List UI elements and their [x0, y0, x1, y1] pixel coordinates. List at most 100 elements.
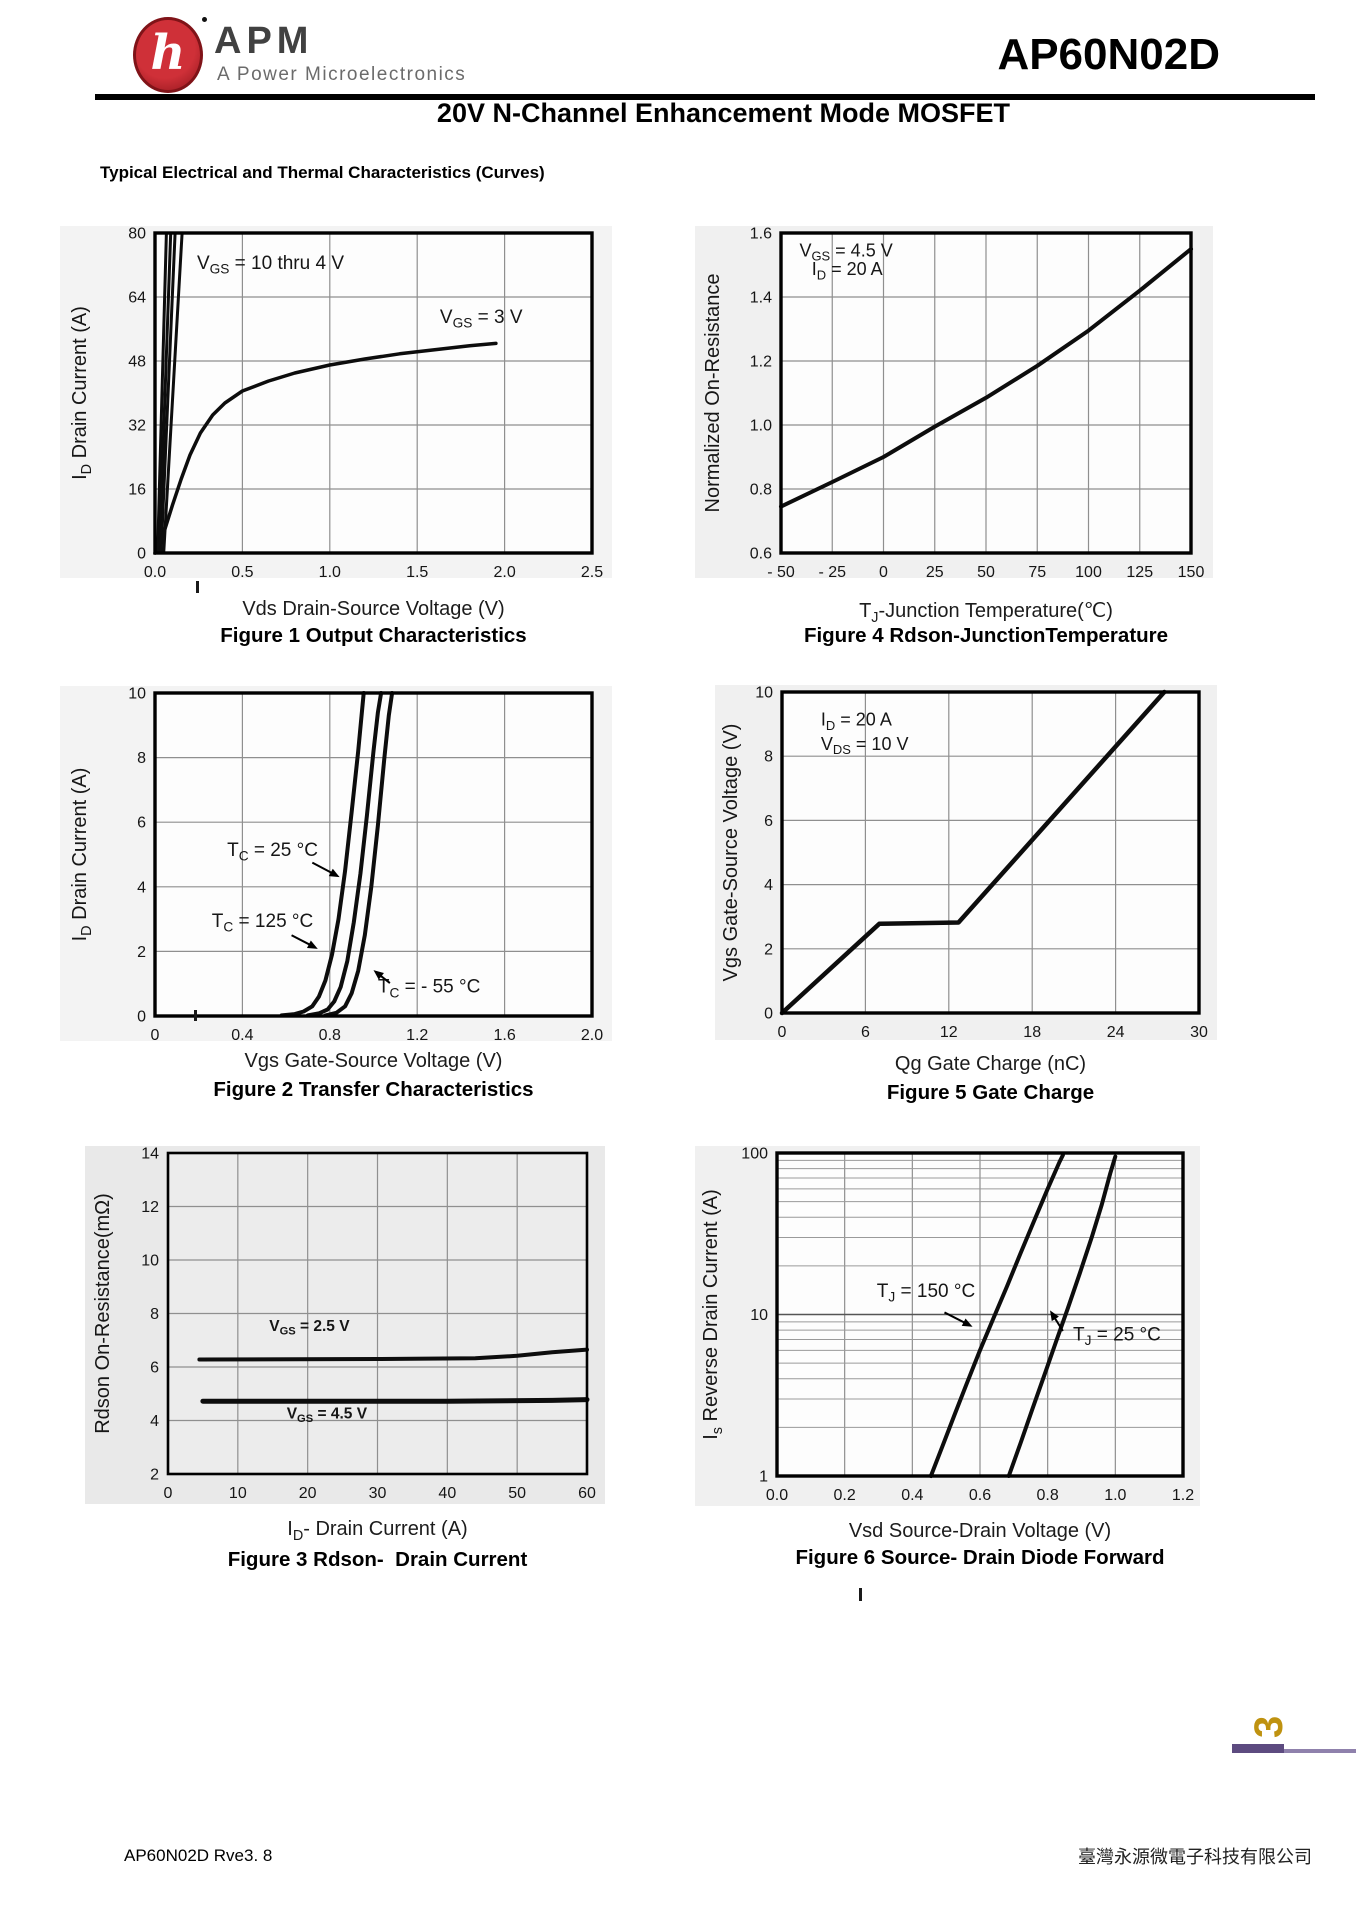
- svg-text:1.0: 1.0: [750, 418, 772, 435]
- svg-text:TJ = 25 °C: TJ = 25 °C: [1073, 1325, 1161, 1349]
- apm-logo-icon: h: [133, 17, 203, 93]
- svg-text:2.0: 2.0: [581, 1027, 603, 1041]
- figure-1-xlabel: Vds Drain-Source Voltage (V): [242, 598, 505, 620]
- svg-text:8: 8: [764, 749, 773, 766]
- svg-text:6: 6: [764, 813, 773, 830]
- svg-text:0.4: 0.4: [901, 1487, 923, 1504]
- svg-text:14: 14: [141, 1146, 159, 1163]
- svg-text:2.0: 2.0: [493, 564, 515, 578]
- svg-text:TC = 25 °C: TC = 25 °C: [227, 840, 318, 864]
- svg-text:VGS = 10 thru 4 V: VGS = 10 thru 4 V: [197, 253, 344, 277]
- svg-text:VGS = 2.5 V: VGS = 2.5 V: [269, 1318, 350, 1338]
- svg-text:100: 100: [741, 1146, 768, 1163]
- svg-text:0: 0: [764, 1006, 773, 1023]
- device-subtitle: 20V N-Channel Enhancement Mode MOSFET: [436, 98, 1010, 128]
- svg-text:0.8: 0.8: [1037, 1487, 1059, 1504]
- svg-text:TJ = 150 °C: TJ = 150 °C: [877, 1281, 975, 1305]
- svg-text:10: 10: [128, 686, 146, 703]
- svg-text:2.5: 2.5: [581, 564, 603, 578]
- svg-text:100: 100: [1075, 564, 1102, 578]
- svg-text:64: 64: [128, 290, 146, 307]
- svg-text:TC = 125 °C: TC = 125 °C: [212, 911, 313, 935]
- svg-text:0.5: 0.5: [231, 564, 253, 578]
- figure-4-xlabel: TJ-Junction Temperature(℃): [859, 600, 1113, 626]
- svg-text:30: 30: [369, 1485, 387, 1502]
- brand-name: APM: [214, 20, 314, 62]
- svg-text:0.4: 0.4: [231, 1027, 253, 1041]
- section-title: Typical Electrical and Thermal Character…: [100, 163, 545, 182]
- figure-2-chart: 0 2 4 6 8 10 0 0.4 0.8 1.2 1.6 2.0 TC = 25 °C TC = 12…: [60, 686, 612, 1046]
- svg-text:48: 48: [128, 354, 146, 371]
- svg-text:1.6: 1.6: [493, 1027, 515, 1041]
- page-number-bar-light: [1284, 1749, 1356, 1753]
- svg-text:20: 20: [299, 1485, 317, 1502]
- figure-2-caption: Figure 2 Transfer Characteristics: [213, 1078, 534, 1101]
- page-number-bar-dark: [1232, 1744, 1284, 1753]
- svg-text:12: 12: [940, 1024, 958, 1040]
- svg-text:12: 12: [141, 1199, 159, 1216]
- svg-text:0: 0: [164, 1485, 173, 1502]
- svg-text:10: 10: [755, 685, 773, 702]
- figure-5-caption: Figure 5 Gate Charge: [886, 1081, 1095, 1104]
- svg-text:75: 75: [1028, 564, 1046, 578]
- svg-text:18: 18: [1023, 1024, 1041, 1040]
- svg-text:1: 1: [759, 1469, 768, 1486]
- scan-artifact-mark: [196, 581, 199, 593]
- svg-text:125: 125: [1126, 564, 1153, 578]
- figure-3-block: 2 4 6 8 10 12 14 0 10 20 30 40 50 60 VGS = 2.5 V VGS = …: [85, 1146, 605, 1571]
- figure-3-xlabel: ID- Drain Current (A): [287, 1518, 468, 1544]
- figure-5-block: 0 2 4 6 8 10 0 6 12 18 24 30 ID = 20 A VDS = 10 V Vgs …: [715, 685, 1217, 1104]
- svg-text:ID Drain Current (A): ID Drain Current (A): [69, 768, 95, 942]
- svg-text:VDS = 10 V: VDS = 10 V: [821, 734, 909, 757]
- logo-registered-dot: [202, 17, 207, 22]
- svg-text:60: 60: [578, 1485, 596, 1502]
- svg-text:VGS = 3 V: VGS = 3 V: [440, 307, 523, 331]
- svg-text:30: 30: [1190, 1024, 1208, 1040]
- figure-2-xlabel: Vgs Gate-Source Voltage (V): [244, 1050, 503, 1072]
- svg-text:40: 40: [438, 1485, 456, 1502]
- svg-text:Normalized On-Resistance: Normalized On-Resistance: [702, 274, 724, 513]
- svg-text:ID = 20 A: ID = 20 A: [812, 259, 883, 282]
- svg-text:Rdson On-Resistance(mΩ): Rdson On-Resistance(mΩ): [92, 1193, 114, 1434]
- figure-6-xlabel: Vsd Source-Drain Voltage (V): [848, 1520, 1112, 1542]
- figure-5-xlabel: Qg Gate Charge (nC): [894, 1053, 1087, 1075]
- svg-text:4: 4: [764, 877, 773, 894]
- svg-text:150: 150: [1178, 564, 1205, 578]
- header-divider: [95, 94, 1315, 100]
- svg-text:16: 16: [128, 482, 146, 499]
- logo-h-mark: h: [150, 25, 186, 81]
- svg-text:2: 2: [150, 1467, 159, 1484]
- svg-text:10: 10: [141, 1253, 159, 1270]
- figure-4-block: 0.6 0.8 1.0 1.2 1.4 1.6 - 50 - 25 0 25 50 75 100 125 1…: [695, 226, 1213, 647]
- footer-doc-revision: AP60N02D Rve3. 8: [124, 1846, 273, 1865]
- svg-text:0.0: 0.0: [144, 564, 166, 578]
- svg-text:0.8: 0.8: [750, 482, 772, 499]
- brand-tagline: A Power Microelectronics: [217, 64, 467, 85]
- figure-1-chart: 0 16 32 48 64 80 0.0 0.5 1.0 1.5 2.0 2.5 VGS = 10 th…: [60, 226, 612, 583]
- svg-text:80: 80: [128, 226, 146, 243]
- figure-6-block: 1 10 100 0.0 0.2 0.4 0.6 0.8 1.0 1.2 TJ = 150 °C TJ…: [695, 1146, 1200, 1569]
- svg-text:8: 8: [150, 1306, 159, 1323]
- svg-text:1.5: 1.5: [406, 564, 428, 578]
- svg-text:0: 0: [879, 564, 888, 578]
- svg-text:1.2: 1.2: [1172, 1487, 1194, 1504]
- svg-text:10: 10: [750, 1307, 768, 1324]
- svg-text:0.0: 0.0: [766, 1487, 788, 1504]
- figure-1-block: 0 16 32 48 64 80 0.0 0.5 1.0 1.5 2.0 2.5 VGS = 10 th…: [60, 226, 612, 647]
- svg-text:50: 50: [508, 1485, 526, 1502]
- svg-text:0.2: 0.2: [834, 1487, 856, 1504]
- page-number: 3: [1247, 1715, 1291, 1738]
- part-number: AP60N02D: [997, 30, 1220, 79]
- svg-text:10: 10: [229, 1485, 247, 1502]
- figure-4-caption: Figure 4 Rdson-JunctionTemperature: [803, 624, 1169, 647]
- figure-6-chart: 1 10 100 0.0 0.2 0.4 0.6 0.8 1.0 1.2 TJ = 150 °C TJ…: [695, 1146, 1200, 1511]
- svg-text:24: 24: [1107, 1024, 1125, 1040]
- svg-text:1.2: 1.2: [406, 1027, 428, 1041]
- svg-text:32: 32: [128, 418, 146, 435]
- svg-text:- 50: - 50: [767, 564, 795, 578]
- figure-1-caption: Figure 1 Output Characteristics: [220, 624, 527, 647]
- svg-text:1.0: 1.0: [1104, 1487, 1126, 1504]
- svg-text:6: 6: [150, 1360, 159, 1377]
- figure-6-caption: Figure 6 Source- Drain Diode Forward: [795, 1546, 1165, 1569]
